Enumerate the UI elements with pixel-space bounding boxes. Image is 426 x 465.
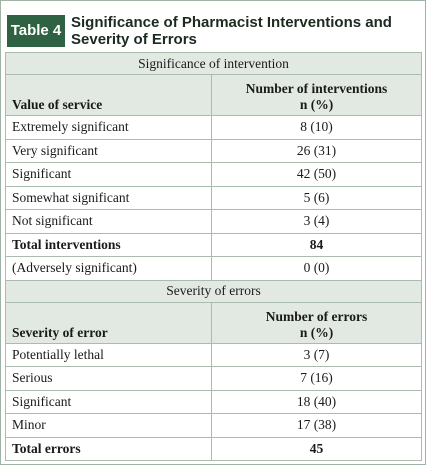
section-row: Severity of errors <box>4 279 423 303</box>
row-value: 0 (0) <box>210 256 423 281</box>
section-title: Significance of intervention <box>4 52 423 75</box>
row-value: 45 <box>210 436 423 461</box>
column-header: Value of service <box>5 74 212 116</box>
table-title: Significance of Pharmacist Interventions… <box>71 14 392 48</box>
data-row: (Adversely significant) 0 (0) <box>5 256 423 281</box>
data-row: Serious 7 (16) <box>5 366 423 391</box>
row-label: Total interventions <box>5 232 212 257</box>
data-row: Extremely significant 8 (10) <box>5 115 423 140</box>
data-row: Somewhat significant 5 (6) <box>5 185 423 210</box>
row-label: Potentially lethal <box>5 342 212 367</box>
row-value: 3 (7) <box>210 342 423 367</box>
total-row: Total errors 45 <box>5 436 423 461</box>
section-row: Significance of intervention <box>4 52 423 75</box>
data-row: Significant 18 (40) <box>5 389 423 414</box>
column-header: Severity of error <box>5 301 212 344</box>
row-label: Total errors <box>5 436 212 461</box>
row-value: 5 (6) <box>210 185 423 210</box>
row-value: 3 (4) <box>210 209 423 234</box>
row-label: Minor <box>5 413 212 438</box>
data-table: Significance of intervention Value of ser… <box>4 52 423 461</box>
row-label: Somewhat significant <box>5 185 212 210</box>
row-value: 18 (40) <box>210 389 423 414</box>
table-body: Significance of intervention Value of ser… <box>4 52 423 461</box>
data-row: Significant 42 (50) <box>5 162 423 187</box>
data-row: Potentially lethal 3 (7) <box>5 342 423 367</box>
row-value: 17 (38) <box>210 413 423 438</box>
data-row: Very significant 26 (31) <box>5 138 423 163</box>
section-title: Severity of errors <box>4 279 423 303</box>
row-value: 26 (31) <box>210 138 423 163</box>
table-header: Table 4 Significance of Pharmacist Inter… <box>7 9 419 49</box>
column-header-line: Number of errors <box>265 308 368 324</box>
column-header: Number of interventions n (%) <box>210 74 423 116</box>
row-label: Extremely significant <box>5 115 212 140</box>
column-header-row: Value of service Number of interventions n… <box>5 74 423 116</box>
row-value: 8 (10) <box>210 115 423 140</box>
row-value: 7 (16) <box>210 366 423 391</box>
column-header-line: n (%) <box>299 97 334 112</box>
column-header-row: Severity of error Number of errors n (%) <box>5 301 423 344</box>
column-header: Number of errors n (%) <box>210 301 423 344</box>
table-container: Significance of intervention Value of ser… <box>4 52 423 461</box>
row-label: Serious <box>5 366 212 391</box>
row-value: 84 <box>210 232 423 257</box>
table-label: Table 4 <box>7 15 65 47</box>
data-row: Not significant 3 (4) <box>5 209 423 234</box>
row-label: Not significant <box>5 209 212 234</box>
total-row: Total interventions 84 <box>5 232 423 257</box>
row-label: Significant <box>5 162 212 187</box>
data-row: Minor 17 (38) <box>5 413 423 438</box>
row-label: (Adversely significant) <box>5 256 212 281</box>
row-value: 42 (50) <box>210 162 423 187</box>
column-header-line: Number of interventions <box>245 81 388 96</box>
row-label: Significant <box>5 389 212 414</box>
row-label: Very significant <box>5 138 212 163</box>
column-header-line: n (%) <box>299 324 334 340</box>
